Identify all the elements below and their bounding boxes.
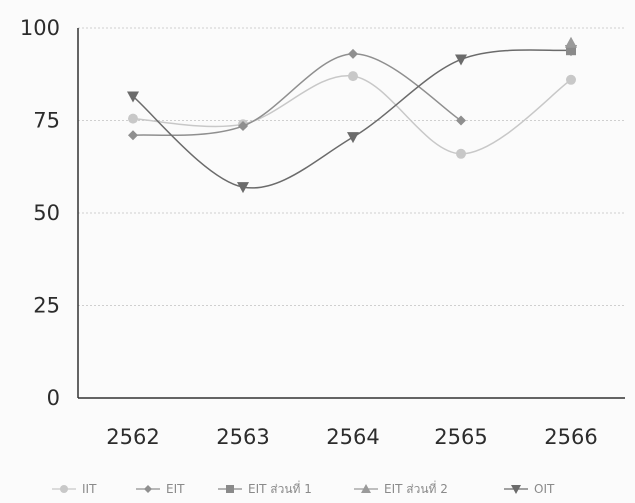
data-point <box>566 45 576 56</box>
legend-swatch-marker <box>226 485 234 493</box>
legend-item: IIT <box>52 482 97 496</box>
y-tick-label: 50 <box>33 201 60 225</box>
series-layer <box>127 36 577 194</box>
legend-swatch-marker <box>511 485 521 494</box>
data-point <box>347 132 359 144</box>
series-line <box>132 49 572 189</box>
legend-swatch-marker <box>361 484 371 493</box>
data-point <box>238 121 248 132</box>
legend-item: OIT <box>504 482 555 496</box>
y-tick-label: 0 <box>47 386 60 410</box>
data-point <box>237 182 249 194</box>
legend-label: EIT <box>166 482 185 496</box>
data-point <box>565 36 577 48</box>
legend-swatch-marker <box>60 485 68 493</box>
series-eit-1-2 <box>566 45 576 56</box>
y-tick-label: 100 <box>20 16 60 40</box>
grid <box>78 27 625 306</box>
legend-label: EIT ส่วนที่ 2 <box>384 480 448 496</box>
y-tick-label: 75 <box>33 109 60 133</box>
legend-label: IIT <box>82 482 97 496</box>
data-point <box>128 113 138 124</box>
legend-item: EIT ส่วนที่ 2 <box>354 480 448 496</box>
data-point <box>348 48 358 59</box>
legend-label: OIT <box>534 482 555 496</box>
x-tick-label: 2566 <box>544 425 597 449</box>
legend-item: EIT <box>136 482 185 496</box>
series-line <box>132 75 572 155</box>
data-point <box>455 54 467 66</box>
legend-swatch-marker <box>144 485 152 493</box>
x-tick-label: 2562 <box>106 425 159 449</box>
legend-item: EIT ส่วนที่ 1 <box>218 480 312 496</box>
series-eit-2-3 <box>565 36 577 48</box>
x-tick-label: 2563 <box>216 425 269 449</box>
legend: IIT EIT EIT ส่วนที่ 1 EIT ส่วนที่ 2 OIT <box>52 480 555 496</box>
series-eit-1 <box>128 48 466 141</box>
y-tick-label: 25 <box>33 294 60 318</box>
series-oit-4 <box>127 45 577 194</box>
data-point <box>456 115 466 126</box>
axes: 0 25 50 75 100 2562 2563 2564 2565 2566 <box>20 16 625 449</box>
data-point <box>456 148 466 159</box>
x-tick-label: 2565 <box>434 425 487 449</box>
legend-label: EIT ส่วนที่ 1 <box>248 480 312 496</box>
series-line <box>132 53 462 137</box>
data-point <box>566 74 576 85</box>
data-point <box>127 91 139 103</box>
data-point <box>128 130 138 141</box>
series-iit-0 <box>128 71 576 159</box>
data-point <box>348 71 358 82</box>
x-tick-label: 2564 <box>326 425 379 449</box>
